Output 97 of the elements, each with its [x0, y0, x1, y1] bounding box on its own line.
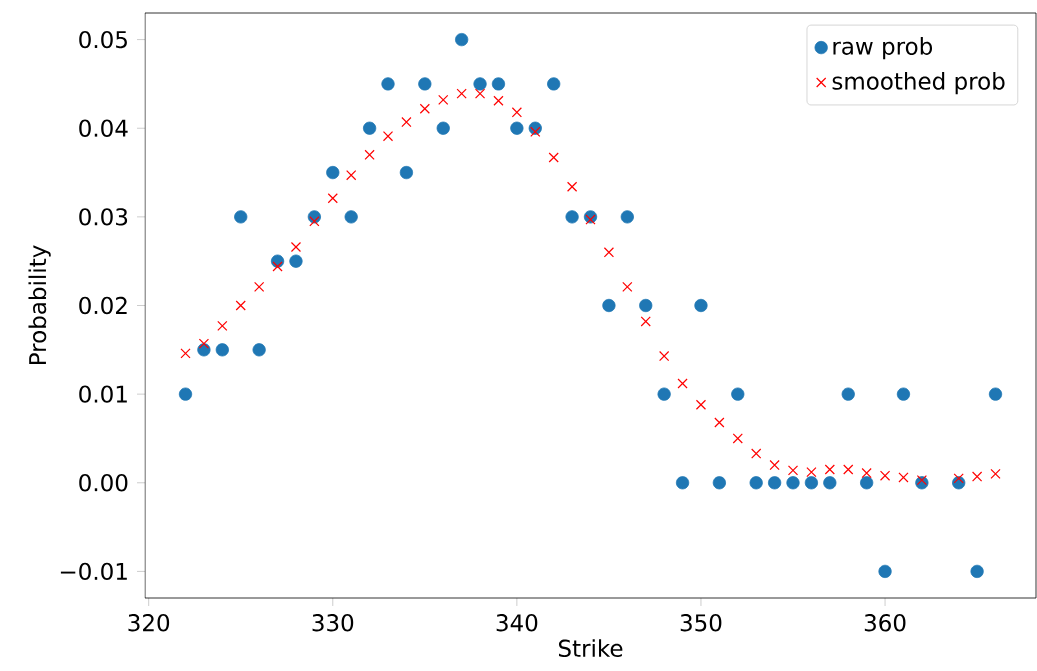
point: [272, 261, 283, 272]
point: [712, 476, 726, 490]
point: [843, 464, 854, 475]
point: [474, 88, 486, 99]
y-tick-label: 0.03: [79, 208, 128, 226]
point: [639, 298, 653, 313]
point: [290, 241, 302, 253]
point: [252, 343, 266, 357]
point: [326, 165, 340, 180]
point: [806, 467, 817, 478]
point: [217, 320, 228, 332]
point: [990, 468, 1001, 480]
point: [603, 247, 615, 258]
point: [768, 476, 782, 490]
point: [714, 417, 725, 428]
point: [473, 77, 487, 91]
point: [215, 343, 229, 357]
point: [530, 126, 541, 137]
point: [309, 216, 320, 227]
point: [381, 77, 395, 91]
point: [419, 103, 430, 114]
point: [657, 387, 671, 401]
point: [566, 181, 578, 192]
point: [841, 387, 855, 401]
point: [695, 399, 707, 410]
point: [548, 152, 559, 163]
y-axis-title: Probability: [28, 245, 51, 365]
point: [364, 149, 375, 160]
y-tick-label: 0.00: [79, 474, 128, 492]
point: [382, 131, 394, 142]
point: [254, 281, 265, 293]
point: [786, 476, 800, 490]
point: [675, 476, 690, 490]
legend-label: smoothed prob: [832, 72, 1005, 95]
point: [418, 77, 432, 91]
point: [824, 464, 835, 475]
point: [916, 474, 927, 486]
point: [988, 387, 1003, 401]
x-tick-label: 360: [864, 614, 906, 632]
x-tick-label: 320: [128, 614, 170, 632]
x-tick-label: 330: [312, 614, 354, 632]
point: [769, 459, 780, 471]
point: [565, 210, 579, 224]
point: [879, 470, 891, 481]
point: [510, 121, 524, 135]
point: [787, 465, 799, 476]
point: [289, 254, 303, 268]
x-tick-label: 350: [680, 614, 722, 632]
point: [878, 564, 892, 579]
point: [731, 387, 745, 401]
point: [198, 338, 210, 349]
point: [749, 476, 763, 490]
point: [659, 350, 670, 362]
point: [622, 281, 633, 293]
point: [455, 33, 469, 47]
point: [399, 165, 414, 180]
point: [401, 116, 412, 128]
point: [861, 467, 872, 479]
point: [270, 254, 285, 268]
point: [436, 121, 450, 135]
point: [491, 77, 506, 91]
point: [456, 88, 467, 99]
y-tick-label: 0.01: [79, 385, 127, 403]
point: [620, 210, 634, 224]
point: [180, 348, 191, 359]
point: [971, 471, 983, 482]
point: [234, 210, 248, 224]
y-tick-label: −0.01: [60, 562, 127, 581]
point: [860, 476, 874, 490]
point: [823, 476, 837, 490]
point: [363, 121, 377, 135]
x-axis-title: Strike: [558, 639, 623, 657]
point: [235, 300, 246, 311]
point: [346, 170, 357, 181]
point: [694, 298, 708, 313]
y-tick-label: 0.04: [79, 119, 128, 137]
legend-label: raw prob: [833, 37, 933, 60]
point: [751, 448, 762, 459]
point: [493, 95, 504, 106]
point: [804, 476, 819, 490]
point: [970, 564, 984, 579]
point: [732, 433, 743, 444]
point: [178, 387, 193, 401]
point: [547, 77, 561, 91]
y-tick-label: 0.05: [79, 30, 127, 49]
y-tick-label: 0.02: [79, 296, 127, 315]
point: [640, 316, 651, 327]
point: [327, 193, 338, 204]
point: [511, 107, 522, 118]
point: [898, 472, 909, 483]
point: [602, 298, 616, 313]
x-tick-label: 340: [496, 614, 538, 632]
point: [953, 473, 964, 484]
point: [896, 387, 911, 401]
point: [677, 378, 688, 389]
point: [438, 94, 449, 105]
point: [344, 210, 358, 224]
